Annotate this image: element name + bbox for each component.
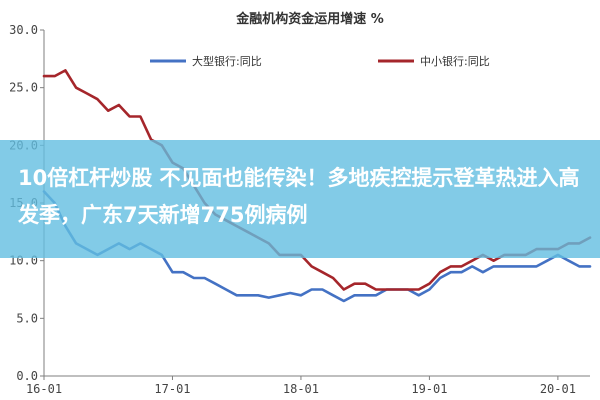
legend-label-2: 中小银行:同比 <box>420 54 490 68</box>
legend-label-1: 大型银行:同比 <box>192 54 262 68</box>
x-axis-ticks: 16-01 17-01 18-01 19-01 20-01 <box>26 376 576 396</box>
legend: 大型银行:同比 中小银行:同比 <box>150 54 490 68</box>
x-tick-label: 19-01 <box>411 382 447 396</box>
y-tick-label: 5.0 <box>16 311 38 325</box>
y-tick-label: 0.0 <box>16 369 38 383</box>
headline-text[interactable]: 10倍杠杆炒股 不见面也能传染！多地疾控提示登革热进入高发季，广东7天新增775… <box>18 166 580 227</box>
x-tick-label: 20-01 <box>540 382 576 396</box>
x-tick-label: 17-01 <box>154 382 190 396</box>
y-tick-label: 25.0 <box>9 81 38 95</box>
chart-title: 金融机构资金运用增速 % <box>235 11 384 27</box>
y-tick-label: 30.0 <box>9 23 38 37</box>
headline-banner[interactable] <box>0 140 600 258</box>
x-tick-label: 16-01 <box>26 382 62 396</box>
x-tick-label: 18-01 <box>283 382 319 396</box>
